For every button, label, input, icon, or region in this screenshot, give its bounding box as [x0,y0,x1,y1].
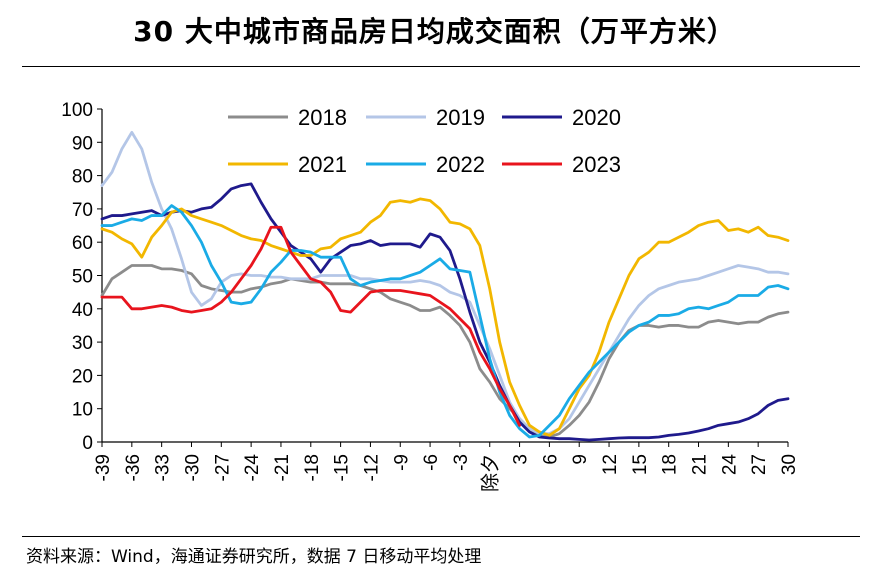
x-tick-label: 30 [779,454,800,475]
x-tick-label: 27 [749,454,770,475]
x-tick-label: -18 [302,454,323,481]
x-tick-label: -15 [332,454,353,481]
x-tick-label: 15 [630,454,651,475]
y-tick-label: 80 [72,167,93,188]
series-line-2020 [100,182,790,442]
top-rule [22,66,860,67]
series-line-2023 [100,225,521,427]
x-tick-label: -30 [182,454,203,481]
series-line-2019 [100,130,790,436]
x-tick-label: -27 [212,454,233,481]
chart-title: 30 大中城市商品房日均成交面积（万平方米） [133,15,736,48]
x-tick-label: 除夕 [480,454,502,492]
x-tick-label: -33 [153,454,174,481]
x-tick-label: -12 [361,454,382,481]
legend-label-2021: 2021 [298,152,347,177]
y-tick-label: 30 [72,333,93,354]
y-tick-label: 10 [72,400,93,421]
x-tick-label: -24 [242,454,263,482]
x-tick-label: 24 [719,454,740,476]
x-tick-label: 9 [570,454,591,465]
legend-label-2019: 2019 [436,105,485,130]
y-tick-label: 70 [72,200,93,221]
x-tick-label: 3 [511,454,532,465]
bottom-rule [22,536,860,537]
x-tick-label: -39 [93,454,114,481]
y-tick-label: 0 [82,433,93,454]
y-tick-label: 100 [61,100,93,121]
y-tick-label: 60 [72,233,93,254]
x-tick-label: 18 [660,454,681,475]
y-tick-label: 40 [72,300,93,321]
y-tick-label: 90 [72,133,93,154]
legend-label-2018: 2018 [298,105,347,130]
source-note: 资料来源：Wind，海通证券研究所，数据 7 日移动平均处理 [26,547,482,567]
x-tick-label: -3 [451,454,472,471]
x-tick-label: -21 [272,454,293,481]
series-line-2018 [100,264,790,439]
y-tick-label: 20 [72,366,93,387]
x-tick-label: 6 [540,454,561,465]
x-tick-label: -9 [391,454,412,471]
legend: 2018 2019 2020 2021 2022 2023 [228,105,621,177]
y-tick-label: 50 [72,267,93,288]
legend-label-2023: 2023 [572,152,621,177]
legend-label-2020: 2020 [572,105,621,130]
x-tick-label: 21 [690,454,711,475]
series-line-2021 [100,197,790,437]
x-tick-label: -36 [123,454,144,481]
series-lines [100,130,790,442]
legend-label-2022: 2022 [436,152,485,177]
x-tick-label: 12 [600,454,621,475]
x-tick-label: -6 [421,454,442,471]
series-line-2022 [100,204,790,439]
